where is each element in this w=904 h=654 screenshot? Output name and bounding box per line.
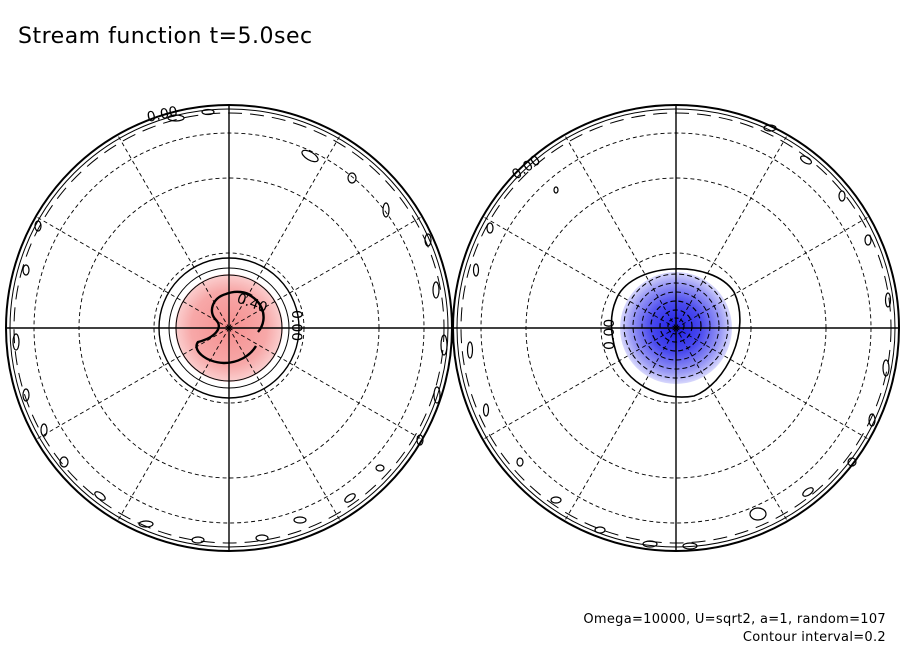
right-meridians [482, 134, 870, 522]
right-vortex-contours [610, 268, 741, 398]
plot-title: Stream function t=5.0sec [18, 24, 313, 49]
left-vortex-contours [158, 257, 300, 399]
parameters-caption: Omega=10000, U=sqrt2, a=1, random=107 [583, 612, 886, 627]
contour-interval-caption: Contour interval=0.2 [742, 630, 886, 645]
right-outer-rings [452, 104, 900, 552]
left-noise-contours [12, 108, 448, 544]
left-contour-label-top: 0.00 [146, 104, 180, 126]
right-axes [453, 105, 899, 551]
left-contour-label-right: 0.00 [288, 310, 304, 341]
right-hemisphere: 0.00 0.00 [452, 104, 900, 552]
left-hemisphere: 0.00 0.40 0.00 [5, 104, 453, 552]
right-noise-contours [466, 124, 892, 550]
left-axes [6, 105, 452, 551]
right-contour-label-left: 0.00 [602, 319, 618, 350]
